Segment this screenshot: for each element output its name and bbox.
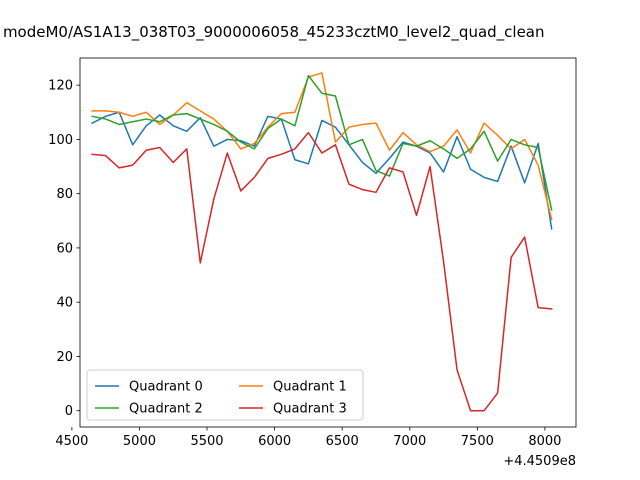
series-line-quadrant-2 [91,74,553,211]
legend-label-quadrant-2: Quadrant 2 [129,402,203,417]
legend: Quadrant 0 Quadrant 1 Quadrant 2 Quadrant 3 [86,369,364,421]
x-axis-offset-label: +4.4509e8 [503,454,576,469]
x-tick-label: 7000 [393,434,426,449]
series-line-quadrant-3 [91,131,553,412]
legend-label-quadrant-1: Quadrant 1 [273,380,347,395]
y-tick-label: 20 [56,350,73,365]
y-tick-label: 120 [48,79,73,94]
x-tick-label: 4500 [55,434,88,449]
chart-title: n file: modeM0/AS1A13_038T03_9000006058_… [0,23,545,42]
y-tick-label: 60 [56,241,73,256]
x-tick-label: 5000 [123,434,156,449]
x-tick-label: 6500 [326,434,359,449]
series-layer [91,72,553,412]
y-tick-label: 40 [56,296,73,311]
x-tick-label: 7500 [461,434,494,449]
axes-layer: 4500 5000 5500 6000 6500 7000 7500 8000 0 20 40 60 8… [48,57,577,449]
axes-frame [79,57,577,428]
legend-label-quadrant-0: Quadrant 0 [129,380,203,395]
x-tick-label: 5500 [190,434,223,449]
series-line-quadrant-0 [91,111,553,230]
y-tick-label: 100 [48,133,73,148]
x-tick-label: 6000 [258,434,291,449]
y-tick-label: 0 [65,404,73,419]
y-tick-label: 80 [56,187,73,202]
x-tick-label: 8000 [528,434,561,449]
legend-box [86,369,364,421]
legend-label-quadrant-3: Quadrant 3 [273,402,347,417]
